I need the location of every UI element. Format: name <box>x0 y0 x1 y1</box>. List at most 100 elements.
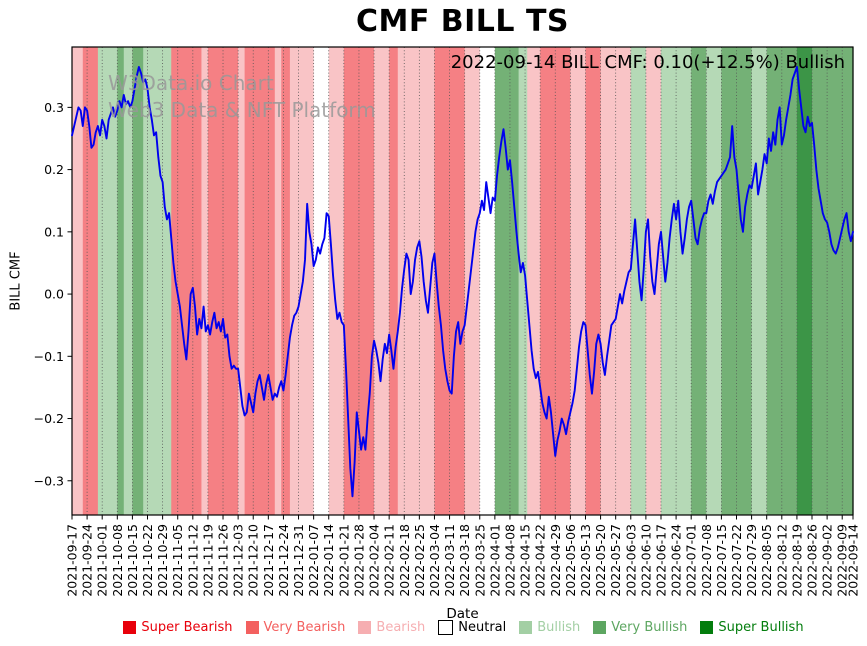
x-tick-label: 2022-02-11 <box>382 524 397 597</box>
x-tick-label: 2022-05-13 <box>578 524 593 597</box>
legend-item-very-bullish: Very Bullish <box>593 620 687 635</box>
x-tick-label: 2022-03-11 <box>442 524 457 597</box>
x-tick-label: 2021-11-19 <box>200 524 215 597</box>
x-tick-label: 2022-04-29 <box>548 524 563 597</box>
x-tick-label: 2022-06-24 <box>669 524 684 597</box>
sentiment-band-very-bullish <box>132 47 144 515</box>
legend-item-very-bearish: Very Bearish <box>245 620 346 635</box>
x-tick-label: 2022-05-20 <box>593 524 608 597</box>
sentiment-band-very-bullish <box>117 47 125 515</box>
legend-label: Super Bearish <box>141 620 233 635</box>
x-tick-label: 2022-06-17 <box>653 524 668 597</box>
sentiment-band-bearish <box>374 47 390 515</box>
x-tick-label: 2021-10-08 <box>110 524 125 597</box>
legend-label: Super Bullish <box>718 620 804 635</box>
sentiment-band-bearish <box>72 47 84 515</box>
x-tick-label: 2022-01-07 <box>306 524 321 597</box>
legend-label: Bullish <box>537 620 581 635</box>
legend-swatch-bullish <box>519 621 533 634</box>
y-axis-label: BILL CMF <box>8 251 24 311</box>
legend-swatch-super-bearish <box>123 621 137 634</box>
sentiment-band-very-bearish <box>281 47 291 515</box>
plot-border <box>71 46 854 516</box>
x-axis-label: Date <box>446 606 479 622</box>
legend-item-bearish: Bearish <box>358 620 425 635</box>
x-tick-label: 2022-02-18 <box>397 524 412 597</box>
x-tick-label: 2021-11-05 <box>170 524 185 597</box>
sentiment-band-bullish <box>143 47 172 515</box>
sentiment-band-bearish <box>238 47 246 515</box>
x-tick-label: 2022-07-22 <box>729 524 744 597</box>
x-tick-label: 2021-10-01 <box>95 524 110 597</box>
x-tick-label: 2021-12-10 <box>246 524 261 597</box>
legend-item-super-bearish: Super Bearish <box>123 620 233 635</box>
legend-swatch-super-bullish <box>700 621 714 634</box>
y-tick-label: −0.3 <box>34 473 64 488</box>
sentiment-band-very-bearish <box>244 47 276 515</box>
x-tick-label: 2022-08-05 <box>759 524 774 597</box>
x-tick-label: 2021-11-12 <box>185 524 200 597</box>
legend-label: Very Bullish <box>611 620 688 635</box>
x-tick-label: 2022-05-27 <box>608 524 623 597</box>
y-tick-label: −0.2 <box>34 411 64 426</box>
sentiment-band-bearish <box>645 47 662 515</box>
x-tick-label: 2022-02-04 <box>367 524 382 597</box>
sentiment-band-bearish <box>274 47 282 515</box>
x-tick-label: 2022-04-01 <box>487 524 502 597</box>
legend-item-super-bullish: Super Bullish <box>700 620 804 635</box>
sentiment-band-very-bearish <box>82 47 99 515</box>
x-tick-label: 2022-02-25 <box>412 524 427 597</box>
sentiment-band-bearish <box>527 47 541 515</box>
x-tick-label: 2022-06-10 <box>638 524 653 597</box>
x-tick-label: 2021-11-26 <box>216 524 231 597</box>
x-tick-label: 2022-07-29 <box>744 524 759 597</box>
x-tick-label: 2021-10-29 <box>155 524 170 597</box>
legend-swatch-bearish <box>358 621 372 634</box>
sentiment-band-neutral <box>479 47 496 515</box>
legend: Super Bearish Very Bearish Bearish Neutr… <box>60 620 867 635</box>
legend-swatch-neutral <box>438 620 454 635</box>
legend-swatch-very-bullish <box>593 621 607 634</box>
x-tick-label: 2022-03-04 <box>427 524 442 597</box>
legend-label: Very Bearish <box>263 620 346 635</box>
sentiment-band-super-bullish <box>796 47 813 515</box>
x-tick-label: 2021-09-17 <box>65 524 80 597</box>
cmf-line <box>71 65 854 498</box>
sentiment-band-neutral <box>313 47 330 515</box>
x-tick-label: 2022-08-19 <box>789 524 804 597</box>
sentiment-band-bearish <box>570 47 587 515</box>
sentiment-band-bullish <box>518 47 528 515</box>
x-tick-label: 2021-10-22 <box>140 524 155 597</box>
x-tick-label: 2022-03-18 <box>457 524 472 597</box>
x-tick-label: 2022-08-12 <box>774 524 789 597</box>
x-tick-label: 2022-03-25 <box>472 524 487 597</box>
sentiment-band-bullish <box>706 47 722 515</box>
legend-swatch-very-bearish <box>245 621 259 634</box>
sentiment-band-bullish <box>97 47 118 515</box>
x-tick-label: 2022-01-28 <box>351 524 366 597</box>
sentiment-band-bullish <box>123 47 134 515</box>
x-tick-label: 2022-09-09 <box>835 524 850 597</box>
y-tick-label: 0.2 <box>44 162 64 177</box>
sentiment-band-very-bullish <box>812 47 854 515</box>
sentiment-band-bearish <box>464 47 481 515</box>
x-tick-label: 2022-01-14 <box>321 524 336 597</box>
sentiment-band-bearish <box>201 47 209 515</box>
sentiment-band-very-bullish <box>494 47 520 515</box>
latest-value-annotation: 2022-09-14 BILL CMF: 0.10(+12.5%) Bullis… <box>450 52 845 73</box>
x-tick-label: 2022-09-14 <box>846 524 861 597</box>
x-tick-label: 2022-07-01 <box>684 524 699 597</box>
x-tick-label: 2022-04-08 <box>502 524 517 597</box>
x-tick-label: 2021-09-24 <box>80 524 95 597</box>
x-tick-label: 2021-12-17 <box>261 524 276 597</box>
y-tick-label: 0.3 <box>44 100 64 115</box>
sentiment-band-very-bearish <box>585 47 602 515</box>
x-tick-label: 2022-07-08 <box>699 524 714 597</box>
sentiment-band-very-bullish <box>691 47 707 515</box>
x-tick-label: 2022-06-03 <box>623 524 638 597</box>
x-tick-label: 2022-09-02 <box>820 524 835 597</box>
x-tick-label: 2022-07-15 <box>714 524 729 597</box>
x-tick-label: 2021-10-15 <box>125 524 140 597</box>
